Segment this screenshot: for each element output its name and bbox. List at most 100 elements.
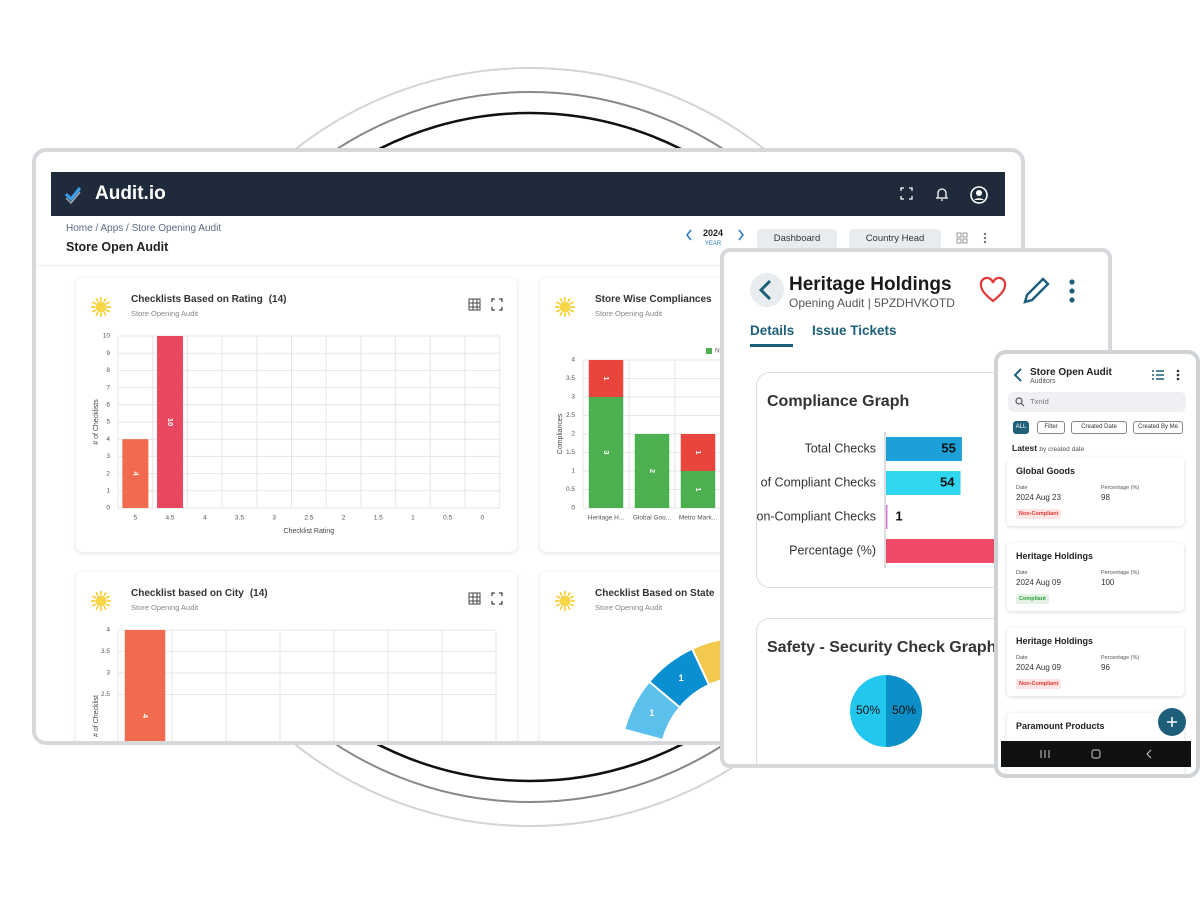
chip[interactable]: ALL	[1013, 421, 1029, 434]
record-name: Global Goods	[1016, 466, 1076, 476]
x-tick-label: 1	[411, 515, 415, 522]
breadcrumb[interactable]: Home / Apps / Store Opening Audit	[66, 223, 222, 234]
chip[interactable]: Created Date	[1071, 421, 1127, 434]
y-tick-label: 1	[571, 468, 575, 475]
status-badge: Compliant	[1016, 594, 1049, 604]
year-arrows[interactable]	[684, 228, 746, 242]
record-card[interactable]: Global Goods Date 2024 Aug 23 Percentage (%…	[1007, 458, 1184, 526]
bar-value-label: 55	[941, 440, 955, 455]
view-icons[interactable]	[956, 232, 996, 246]
add-button[interactable]	[1157, 707, 1187, 737]
header-icons[interactable]	[899, 186, 999, 204]
legend-label: N	[715, 348, 720, 355]
bar-value-label: 4	[141, 714, 150, 719]
x-tick-label: 5	[134, 515, 138, 522]
field-label: Percentage (%)	[1101, 485, 1140, 491]
y-tick-label: 2.5	[566, 412, 575, 419]
back-button[interactable]	[1012, 367, 1024, 383]
panel-heading: Checklists Based on Rating (14)	[131, 294, 287, 305]
y-tick-label: 8	[106, 367, 110, 374]
record-card[interactable]: Heritage Holdings Date 2024 Aug 09 Percenta…	[1007, 543, 1184, 611]
icon-ray	[555, 301, 561, 305]
x-tick-label: 0.5	[443, 515, 452, 522]
latest: Latest	[1012, 443, 1038, 453]
y-tick-label: 2	[106, 470, 110, 477]
icon-ray	[567, 605, 571, 611]
icon-ray	[103, 311, 107, 317]
bar-value-label: 10	[166, 418, 175, 426]
record-percentage: 96	[1101, 663, 1110, 672]
panel-heading: Checklist based on City (14)	[131, 588, 268, 599]
expand-icon	[491, 592, 503, 605]
icon-ray	[569, 595, 575, 599]
x-tick-label: Metro Mark...	[679, 515, 717, 522]
slice-label: 50%	[856, 703, 880, 717]
logo	[64, 187, 82, 204]
y-tick-label: 5	[106, 419, 110, 426]
panel-title: Store Wise Compliances	[595, 294, 712, 305]
x-tick-label: 2	[342, 515, 346, 522]
year-label: YEAR	[704, 241, 722, 247]
phone-subtitle[interactable]: Auditors	[1030, 378, 1056, 385]
table-icon	[468, 592, 481, 605]
page-title: Store Open Audit	[66, 240, 169, 254]
tab[interactable]: Details	[750, 323, 795, 338]
x-tick-label: 3.5	[235, 515, 244, 522]
tab[interactable]: Issue Tickets	[812, 323, 897, 338]
record-subtitle: Opening Audit | 5PZDHVKOTD	[789, 296, 955, 310]
legend-swatch	[706, 348, 712, 354]
x-tick-label: 4.5	[166, 515, 175, 522]
y-tick-label: 10	[103, 333, 111, 340]
nav-bar[interactable]	[1001, 741, 1191, 767]
panel-subtitle: Store Opening Audit	[595, 309, 663, 318]
x-tick-label: 1.5	[374, 515, 383, 522]
panel-tools[interactable]	[468, 298, 504, 312]
record-card[interactable]: Heritage Holdings Date 2024 Aug 09 Percenta…	[1007, 628, 1184, 696]
back-button[interactable]	[749, 272, 785, 308]
panel-count: (14)	[249, 588, 268, 599]
chip[interactable]: Created By Me	[1133, 421, 1183, 434]
icon-sun	[95, 301, 107, 313]
x-axis-label: Checklist Rating	[284, 528, 335, 535]
panel-tools[interactable]	[468, 592, 504, 606]
category-label: Percentage (%)	[789, 543, 876, 557]
chip[interactable]: Filter	[1037, 421, 1065, 434]
bar	[886, 471, 961, 495]
expand-icon	[491, 298, 503, 311]
brand: Audit.io	[95, 183, 166, 204]
dashboard-button[interactable]: Dashboard	[757, 229, 837, 249]
bar-value-label: 54	[940, 474, 955, 489]
search-box[interactable]: TxnId	[1008, 392, 1186, 412]
table-icon	[468, 298, 481, 311]
latest-note: by created date	[1039, 446, 1085, 453]
record-actions[interactable]	[979, 276, 1089, 306]
y-tick-label: 9	[106, 350, 110, 357]
x-tick-label: 2.5	[304, 515, 313, 522]
chart-icon	[91, 297, 111, 317]
chart: 2.5 3 3.5 4 # of Checklist 4	[93, 627, 497, 741]
panel-count: (14)	[268, 294, 287, 305]
field-label: Date	[1016, 655, 1028, 661]
chart-panel: Checklist based on City (14) Store Opening…	[76, 572, 517, 741]
y-tick-label: 1	[106, 488, 110, 495]
icon-ray	[555, 309, 561, 313]
icon-ray	[91, 595, 97, 599]
y-tick-label: 4	[106, 627, 110, 634]
role-button[interactable]: Country Head	[849, 229, 941, 249]
panel-heading: Store Wise Compliances	[595, 294, 712, 305]
icon-ray	[569, 301, 575, 305]
y-tick-label: 2.5	[101, 691, 110, 698]
category-label: Total Checks	[804, 441, 876, 455]
bar	[886, 505, 888, 529]
record-date: 2024 Aug 09	[1016, 578, 1061, 587]
chart-panel: Checklists Based on Rating (14) Store Open…	[76, 278, 517, 552]
chart-card: Safety - Security Check Graph0%50%50%	[756, 618, 1108, 764]
slice-label: 50%	[892, 703, 916, 717]
phone-actions[interactable]	[1151, 369, 1187, 383]
panel-subtitle: Store Opening Audit	[131, 309, 199, 318]
y-tick-label: 7	[106, 384, 110, 391]
year: 2024	[702, 228, 724, 238]
bar	[588, 397, 624, 508]
bar-value-label: 2	[648, 469, 657, 473]
